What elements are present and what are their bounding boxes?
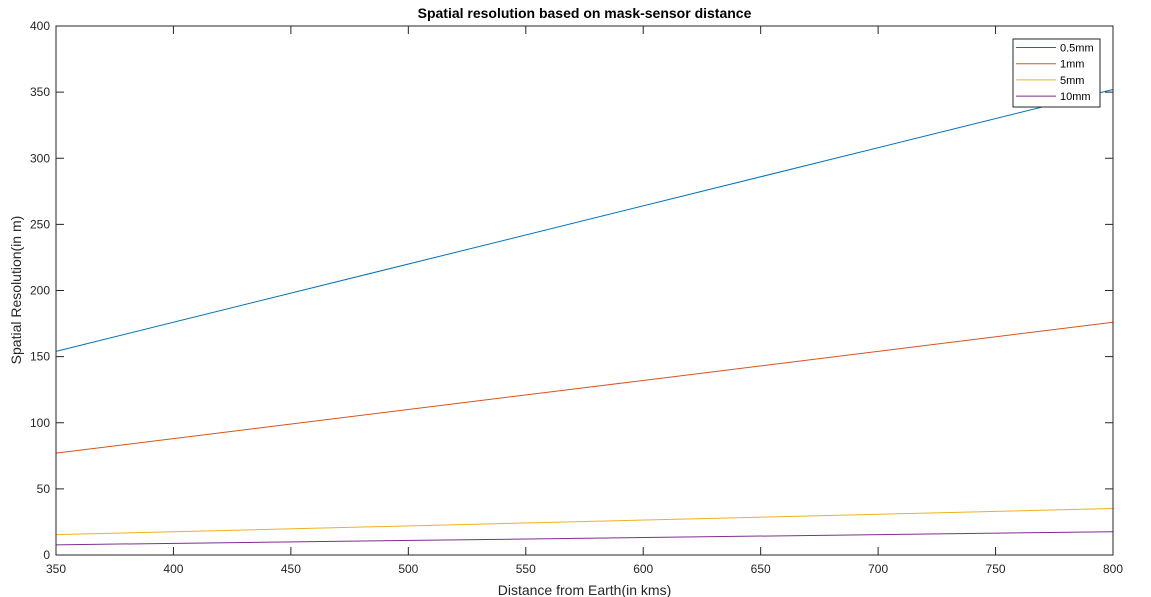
x-tick-label: 650 (751, 562, 771, 576)
legend-label-5mm: 5mm (1060, 75, 1084, 87)
x-tick-label: 400 (163, 562, 183, 576)
legend-label-0.5mm: 0.5mm (1060, 43, 1094, 55)
y-tick-label: 0 (43, 548, 50, 562)
series-line-10mm (55, 531, 1114, 546)
series-layer (55, 88, 1114, 546)
x-tick-label: 750 (986, 562, 1006, 576)
series-line-0.5mm (55, 88, 1114, 352)
y-tick-label: 50 (37, 482, 51, 496)
x-tick-label: 350 (46, 562, 66, 576)
legend-label-1mm: 1mm (1060, 59, 1084, 71)
x-tick-label: 700 (868, 562, 888, 576)
y-tick-label: 300 (30, 151, 50, 165)
x-tick-label: 550 (516, 562, 536, 576)
x-tick-label: 800 (1103, 562, 1123, 576)
y-tick-label: 250 (30, 217, 50, 231)
chart-title: Spatial resolution based on mask-sensor … (418, 5, 752, 21)
y-tick-label: 100 (30, 416, 50, 430)
plot-area (56, 26, 1113, 555)
series-line-1mm (55, 321, 1114, 454)
y-tick-label: 150 (30, 350, 50, 364)
x-tick-label: 450 (281, 562, 301, 576)
y-tick-label: 350 (30, 85, 50, 99)
legend-label-10mm: 10mm (1060, 91, 1091, 103)
axes-box (55, 25, 1114, 556)
ticks-layer: 350 400 450 500 550 600 650 700 750 800 0 50 100 150 2… (30, 19, 1123, 576)
x-tick-label: 600 (633, 562, 653, 576)
y-tick-label: 200 (30, 284, 50, 298)
x-tick-label: 500 (398, 562, 418, 576)
y-tick-label: 400 (30, 19, 50, 33)
x-axis-label: Distance from Earth(in kms) (498, 582, 671, 597)
y-axis-label: Spatial Resolution(in m) (8, 216, 24, 365)
legend-items: 0.5mm 1mm 5mm 10mm (1016, 43, 1094, 103)
series-line-5mm (55, 507, 1114, 536)
legend: 0.5mm 1mm 5mm 10mm (1012, 38, 1101, 108)
